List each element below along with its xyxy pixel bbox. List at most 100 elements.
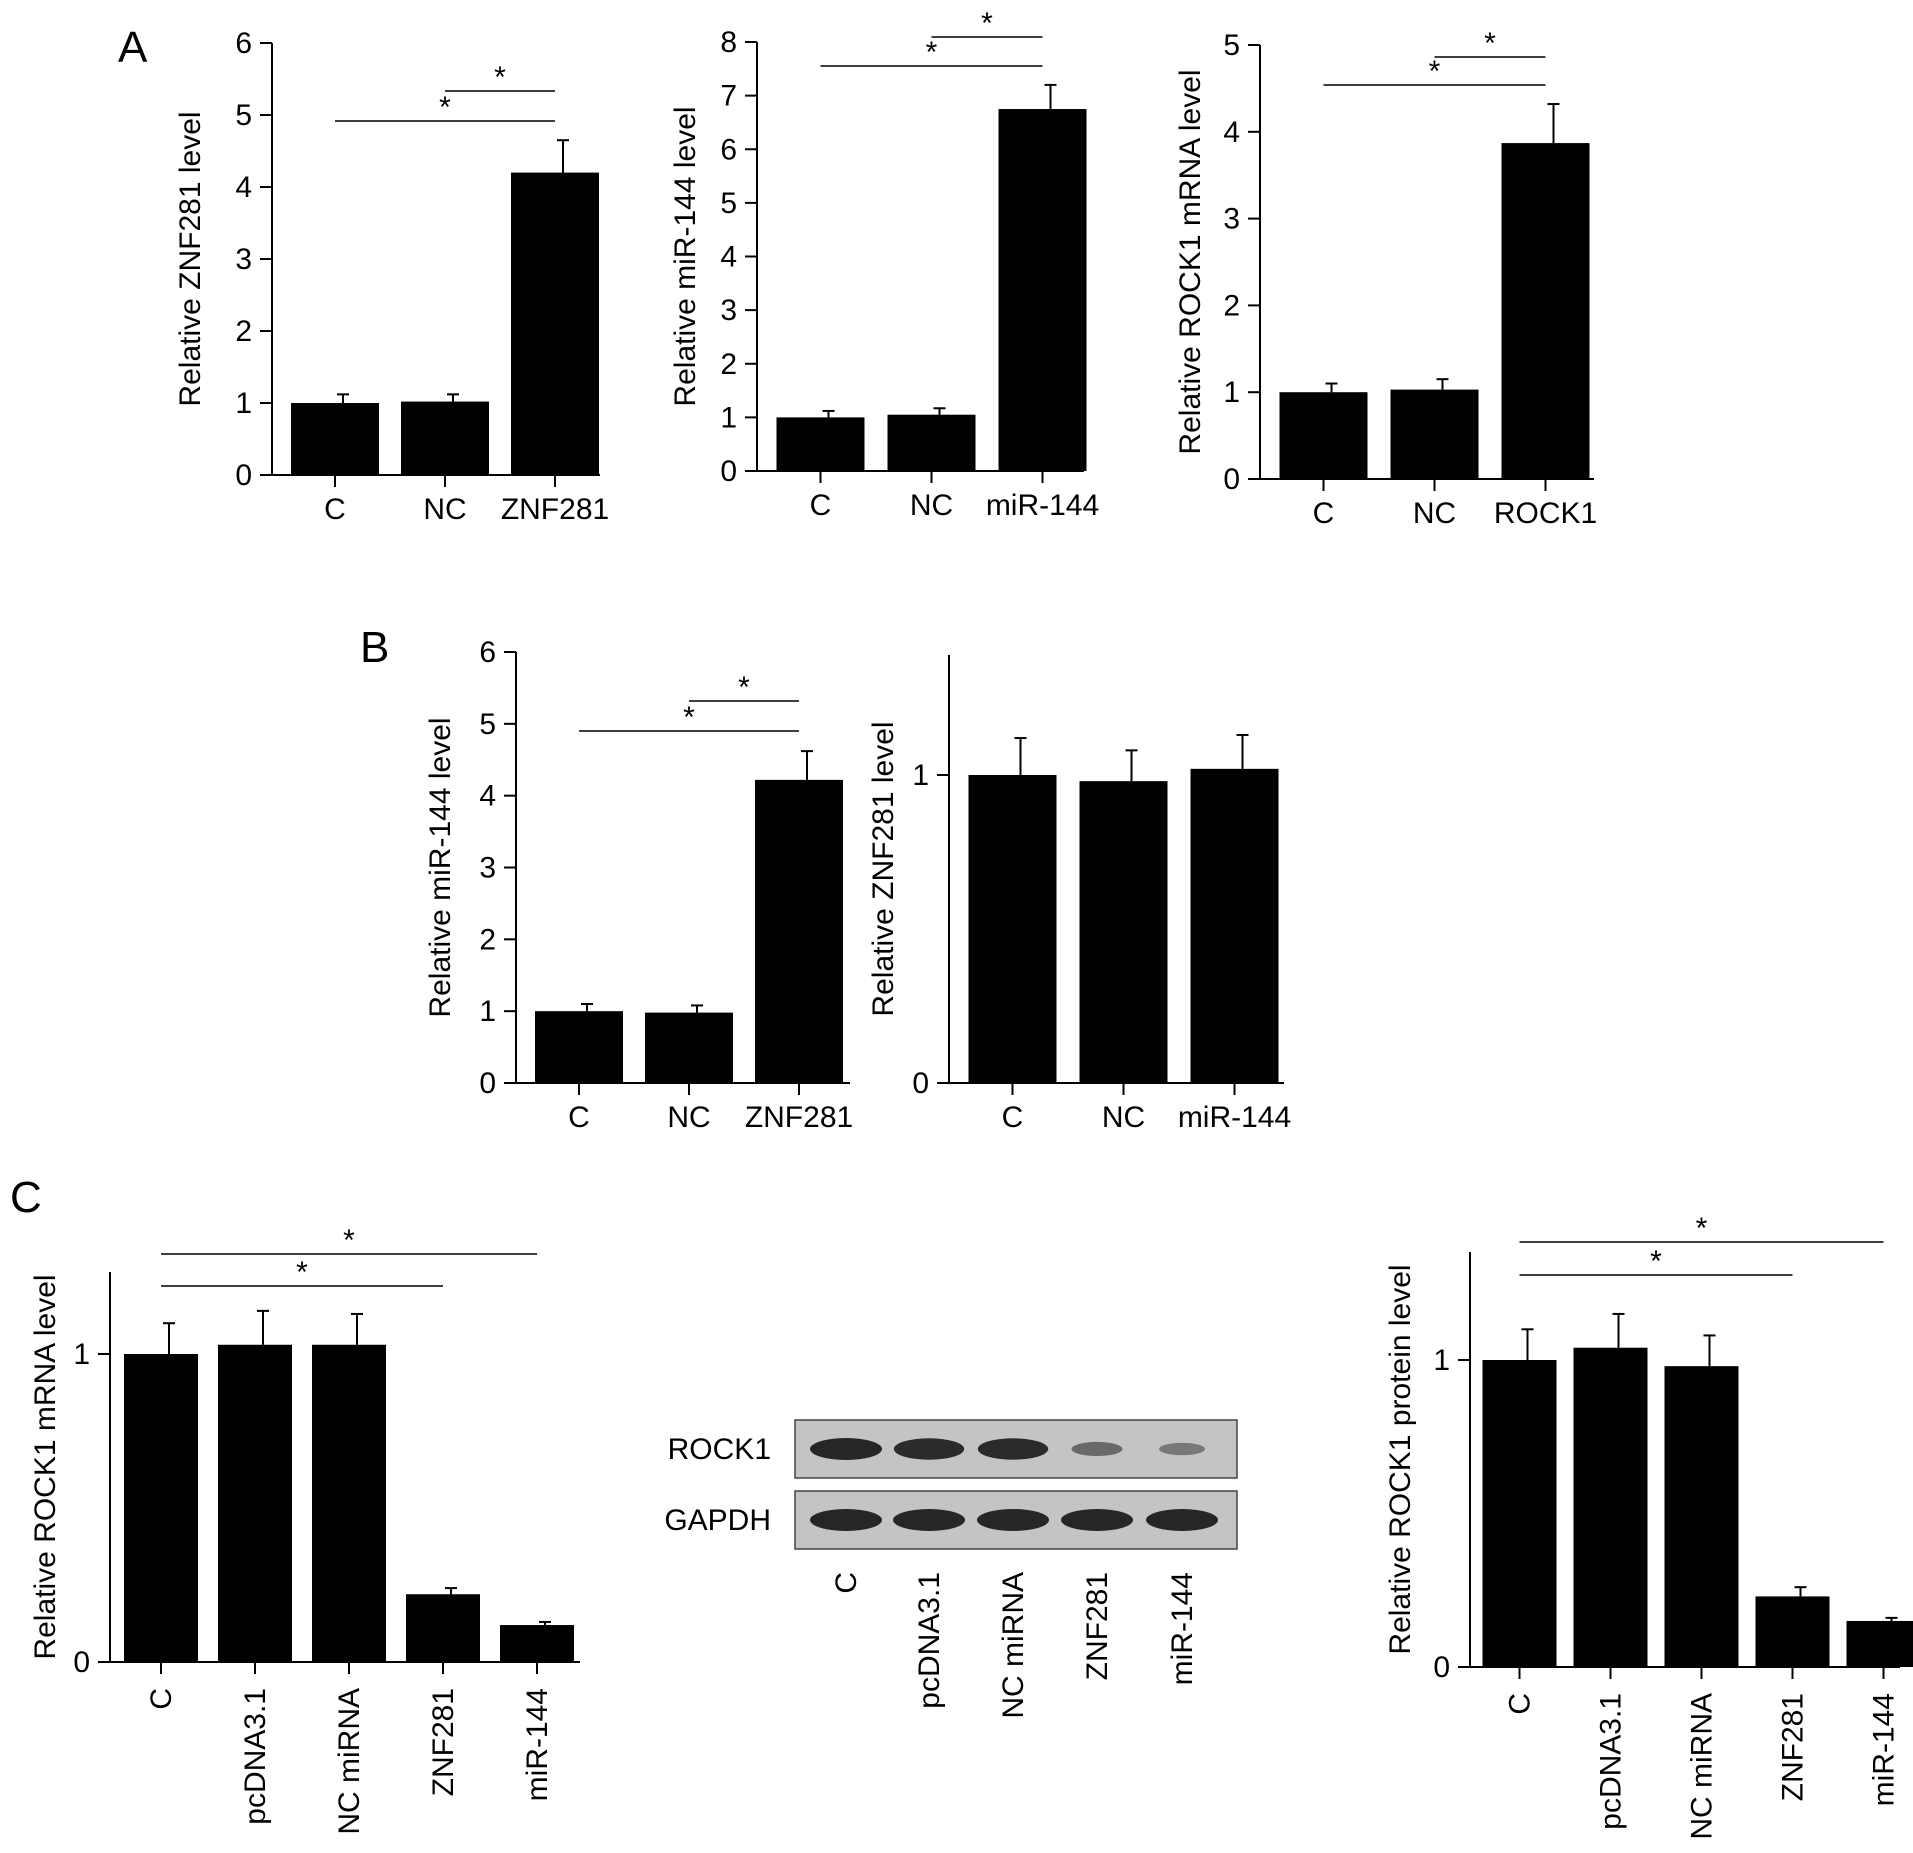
significance-star: *	[494, 61, 506, 94]
y-axis-title: Relative ZNF281 level	[867, 721, 900, 1016]
y-tick-label: 1	[720, 401, 737, 434]
bar	[645, 1012, 733, 1083]
chart-b-znf281: 0 1 Relative ZNF281 level C NC miR-144	[867, 655, 1291, 1134]
y-tick-label: 3	[235, 243, 252, 276]
y-axis-title: Relative ROCK1 mRNA level	[29, 1274, 62, 1659]
blot-lane-label: C	[830, 1572, 863, 1594]
x-tick-label: miR-144	[986, 489, 1099, 522]
x-tick-label: NC	[423, 493, 466, 526]
y-tick-label: 0	[1223, 463, 1240, 496]
blot-row-label: ROCK1	[668, 1433, 771, 1466]
y-tick-label: 2	[479, 923, 496, 956]
y-tick-label: 0	[479, 1067, 496, 1100]
y-axis-title: Relative miR-144 level	[424, 717, 457, 1017]
y-tick-label: 1	[912, 759, 929, 792]
x-tick-label: NC	[1413, 497, 1456, 530]
x-tick-label: pcDNA3.1	[239, 1688, 272, 1825]
y-tick-label: 5	[235, 99, 252, 132]
significance-star: *	[1429, 55, 1441, 88]
x-tick-label: C	[1002, 1101, 1024, 1134]
y-tick-label: 1	[1223, 376, 1240, 409]
x-tick-label: C	[810, 489, 832, 522]
bar	[124, 1354, 198, 1662]
bar	[500, 1625, 574, 1662]
bar	[1390, 389, 1479, 479]
bar	[1190, 768, 1279, 1083]
y-tick-label: 6	[235, 27, 252, 60]
y-tick-label: 2	[720, 348, 737, 381]
blot-row-label: GAPDH	[664, 1504, 771, 1537]
bar	[291, 403, 379, 475]
x-tick-label: pcDNA3.1	[1595, 1693, 1628, 1830]
bar	[998, 109, 1087, 471]
blot-band	[1061, 1509, 1133, 1531]
bar	[312, 1344, 386, 1662]
panel-letter-c: C	[10, 1173, 42, 1222]
y-tick-label: 4	[720, 241, 737, 274]
bar	[755, 779, 843, 1083]
y-tick-label: 3	[720, 294, 737, 327]
bar	[1501, 143, 1590, 480]
blot-band	[1071, 1441, 1123, 1457]
significance-star: *	[1696, 1212, 1708, 1245]
chart-c-rock1-protein: 0 1 Relative ROCK1 protein level C pcDNA3.1 N…	[1384, 1212, 1913, 1840]
blot-lane-label: ZNF281	[1081, 1572, 1114, 1680]
chart-a-rock1-mrna: 0 1 2 3 4 5 Relative ROCK1 mRNA level C NC ROCK1 *…	[1174, 27, 1597, 530]
y-axis-title: Relative ROCK1 mRNA level	[1174, 69, 1207, 454]
bar	[401, 401, 489, 475]
significance-star: *	[1650, 1245, 1662, 1278]
x-tick-label: C	[568, 1101, 590, 1134]
y-tick-label: 3	[1223, 203, 1240, 236]
significance-star: *	[981, 7, 993, 40]
y-tick-label: 1	[73, 1338, 90, 1371]
western-blot: ROCK1 GAPDH C pcDNA3.1 NC miRNA ZNF281 miR-144	[664, 1419, 1238, 1719]
chart-a-mir144: 0 1 2 3 4 5 6 7 8 Relative miR-144 level C NC miR-14…	[669, 7, 1099, 522]
y-tick-label: 0	[73, 1646, 90, 1679]
y-tick-label: 2	[1223, 289, 1240, 322]
significance-star: *	[1484, 27, 1496, 60]
blot-band	[893, 1509, 965, 1531]
x-tick-label: NC	[910, 489, 953, 522]
x-tick-label: ZNF281	[427, 1688, 460, 1796]
x-tick-label: miR-144	[521, 1688, 554, 1801]
blot-lane-label: NC miRNA	[997, 1572, 1030, 1719]
y-axis-title: Relative miR-144 level	[669, 106, 702, 406]
chart-b-mir144: 0 1 2 3 4 5 6 Relative miR-144 level C NC ZNF281 * *	[424, 636, 853, 1134]
bar	[1573, 1347, 1648, 1667]
y-tick-label: 4	[1223, 116, 1240, 149]
y-tick-label: 5	[479, 708, 496, 741]
panel-letter-a: A	[118, 23, 148, 72]
blot-band	[893, 1438, 965, 1460]
x-tick-label: NC	[667, 1101, 710, 1134]
y-tick-label: 0	[720, 455, 737, 488]
blot-band	[977, 1438, 1049, 1460]
bar	[406, 1594, 480, 1662]
x-tick-label: ZNF281	[1777, 1693, 1810, 1801]
significance-star: *	[343, 1224, 355, 1257]
x-tick-label: miR-144	[1868, 1693, 1901, 1806]
significance-star: *	[296, 1256, 308, 1289]
bar	[1482, 1360, 1557, 1667]
y-tick-label: 5	[720, 187, 737, 220]
blot-band	[1158, 1442, 1206, 1456]
y-tick-label: 0	[235, 459, 252, 492]
significance-star: *	[683, 701, 695, 734]
bar	[776, 417, 865, 471]
y-axis-title: Relative ROCK1 protein level	[1384, 1264, 1417, 1654]
x-tick-label: C	[1313, 497, 1335, 530]
x-tick-label: ROCK1	[1494, 497, 1597, 530]
significance-star: *	[439, 91, 451, 124]
bar	[511, 172, 599, 475]
y-tick-label: 6	[479, 636, 496, 669]
x-tick-label: ZNF281	[745, 1101, 853, 1134]
y-tick-label: 6	[720, 133, 737, 166]
y-tick-label: 8	[720, 26, 737, 59]
bar	[968, 775, 1057, 1083]
blot-band	[810, 1438, 882, 1460]
bar	[1079, 781, 1168, 1083]
chart-a-znf281: 0 1 2 3 4 5 6 Relative ZNF281 level C NC ZNF281 * *	[174, 27, 609, 526]
y-tick-label: 5	[1223, 29, 1240, 62]
significance-star: *	[926, 36, 938, 69]
y-tick-label: 4	[235, 171, 252, 204]
